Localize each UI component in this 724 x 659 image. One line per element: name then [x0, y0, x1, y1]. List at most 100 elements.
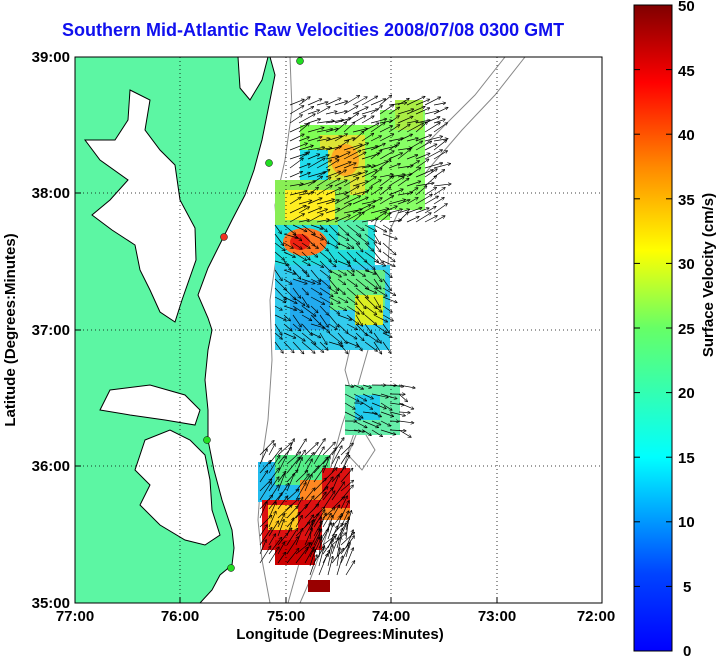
- velocity-arrow: [370, 150, 382, 160]
- velocity-arrow: [343, 213, 361, 223]
- velocity-arrow: [298, 173, 310, 178]
- velocity-arrow: [406, 208, 422, 214]
- velocity-arrow: [328, 233, 339, 245]
- velocity-arrow: [362, 429, 371, 435]
- velocity-arrow: [316, 199, 334, 205]
- velocity-arrow: [337, 341, 348, 353]
- velocity-arrow: [337, 314, 351, 320]
- velocity-arrow: [292, 278, 307, 284]
- velocity-arrow: [310, 260, 323, 267]
- velocity-arrow: [388, 125, 400, 133]
- velocity-arrow: [346, 314, 359, 324]
- velocity-arrow: [352, 205, 370, 214]
- velocity-arrow: [345, 561, 355, 576]
- velocity-arrow: [370, 99, 385, 106]
- velocity-arrow: [382, 278, 391, 290]
- velocity-arrow: [292, 251, 306, 260]
- velocity-arrow: [322, 442, 335, 456]
- velocity-arrow: [388, 164, 400, 169]
- velocity-arrow: [355, 287, 368, 298]
- velocity-arrow: [388, 177, 404, 187]
- velocity-arrow: [382, 269, 392, 277]
- velocity-arrow: [334, 134, 347, 142]
- velocity-arrow: [289, 206, 306, 214]
- velocity-arrow: [352, 152, 366, 160]
- velocity-arrow: [327, 546, 333, 567]
- velocity-arrow: [310, 269, 320, 281]
- velocity-arrow: [373, 251, 383, 263]
- velocity-arrow: [319, 242, 328, 251]
- velocity-arrow: [283, 314, 290, 321]
- velocity-arrow: [364, 332, 378, 342]
- velocity-arrow: [301, 260, 310, 265]
- velocity-arrow: [307, 207, 322, 214]
- velocity-arrow: [277, 443, 291, 456]
- velocity-arrow: [334, 196, 349, 205]
- velocity-arrow: [382, 233, 397, 239]
- velocity-arrow: [328, 224, 339, 235]
- velocity-arrow: [382, 242, 396, 255]
- velocity-arrow: [337, 332, 347, 343]
- velocity-arrow: [362, 393, 373, 399]
- velocity-arrow: [424, 163, 442, 169]
- velocity-arrow: [319, 251, 331, 261]
- velocity-arrow: [298, 207, 309, 214]
- velocity-arrow: [345, 511, 351, 531]
- velocity-arrow: [274, 305, 282, 310]
- velocity-arrow: [415, 213, 431, 223]
- velocity-arrow: [344, 402, 355, 409]
- velocity-arrow: [327, 526, 337, 549]
- colorbar-tick-label: 5: [683, 579, 691, 596]
- velocity-arrow: [283, 269, 295, 274]
- velocity-arrow: [336, 548, 340, 567]
- velocity-arrow: [398, 429, 411, 437]
- velocity-arrow: [313, 447, 324, 465]
- velocity-arrow: [295, 505, 307, 519]
- velocity-arrow: [331, 482, 344, 501]
- velocity-arrow: [304, 504, 318, 519]
- velocity-arrow: [364, 233, 376, 243]
- velocity-arrow: [325, 209, 339, 214]
- velocity-arrow: [370, 212, 386, 223]
- grid-lines: [75, 57, 602, 603]
- velocity-arrow: [310, 323, 325, 328]
- velocity-arrow: [355, 314, 362, 326]
- velocity-arrow: [379, 174, 393, 178]
- velocity-arrow: [322, 491, 335, 510]
- velocity-arrow: [433, 119, 445, 124]
- velocity-arrow: [433, 188, 445, 196]
- x-tick-label: 73:00: [478, 608, 516, 625]
- velocity-arrow: [259, 482, 271, 501]
- velocity-arrow: [370, 180, 381, 187]
- velocity-arrow: [304, 547, 314, 564]
- velocity-arrow: [379, 95, 391, 106]
- velocity-arrow: [364, 251, 378, 262]
- velocity-arrow: [343, 106, 358, 115]
- velocity-arrow: [355, 305, 364, 314]
- velocity-arrow: [268, 477, 279, 492]
- velocity-arrow: [406, 97, 425, 106]
- velocity-arrow: [345, 517, 349, 540]
- velocity-arrow: [364, 242, 374, 251]
- velocity-arrow: [343, 150, 361, 160]
- velocity-arrow: [379, 206, 397, 214]
- velocity-arrow: [286, 473, 294, 492]
- velocity-arrow: [398, 420, 414, 423]
- velocity-arrow: [289, 184, 303, 187]
- velocity-arrow: [292, 233, 302, 241]
- velocity-arrow: [310, 314, 321, 325]
- velocity-arrow: [406, 181, 420, 187]
- velocity-arrow: [334, 152, 350, 160]
- velocity-arrow: [295, 543, 310, 555]
- velocity-arrow: [352, 191, 368, 196]
- velocity-arrow: [301, 314, 312, 320]
- velocity-arrow: [337, 269, 346, 275]
- velocity-arrow: [325, 120, 343, 124]
- velocity-arrow: [362, 384, 371, 388]
- velocity-arrow: [364, 341, 377, 351]
- velocity-arrow: [289, 158, 303, 169]
- velocity-arrow: [397, 174, 412, 178]
- velocity-arrow: [325, 136, 342, 142]
- velocity-arrow: [318, 546, 324, 567]
- velocity-arrow: [398, 393, 407, 401]
